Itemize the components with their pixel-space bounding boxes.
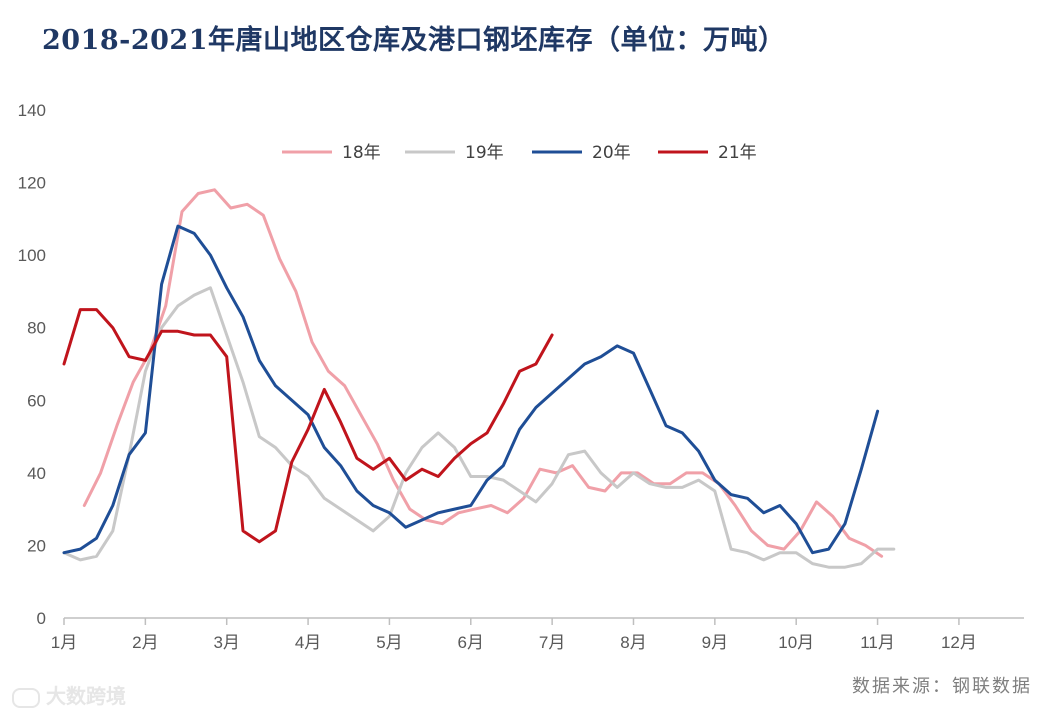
x-tick-label: 1月 — [51, 633, 77, 652]
x-tick-label: 3月 — [213, 633, 239, 652]
legend-label: 18年 — [342, 143, 381, 163]
x-axis: 1月 2月 3月 4月 5月 6月 7月 8月 9月 10月 11月 12月 — [51, 618, 977, 652]
chart-title: 2018-2021年唐山地区仓库及港口钢坯库存（单位：万吨） — [42, 25, 786, 56]
watermark: 大数跨境 — [12, 680, 126, 709]
series-line-2 — [62, 286, 896, 569]
series-line-3 — [62, 224, 880, 555]
x-tick-label: 10月 — [778, 633, 814, 652]
x-tick-label: 11月 — [860, 633, 895, 652]
y-tick-label: 80 — [27, 319, 46, 338]
series-line-1 — [82, 188, 884, 558]
legend-label: 21年 — [718, 143, 757, 163]
y-tick-label: 20 — [27, 536, 46, 555]
series-line-4 — [62, 308, 554, 544]
x-tick-label: 7月 — [539, 633, 565, 652]
x-tick-label: 9月 — [702, 633, 728, 652]
x-tick-label: 8月 — [620, 633, 646, 652]
legend-label: 19年 — [465, 143, 504, 163]
watermark-text: 大数跨境 — [46, 684, 126, 708]
x-tick-label: 6月 — [458, 633, 484, 652]
data-source: 数据来源：钢联数据 — [852, 676, 1032, 697]
y-tick-label: 60 — [27, 391, 46, 410]
legend: 18年 19年 20年 21年 — [282, 143, 757, 163]
y-tick-label: 120 — [18, 174, 46, 193]
legend-label: 20年 — [592, 143, 631, 163]
series-lines — [62, 188, 896, 569]
y-tick-label: 0 — [37, 609, 46, 628]
y-tick-label: 100 — [18, 246, 46, 265]
y-axis: 0 20 40 60 80 100 120 140 — [18, 101, 46, 628]
x-tick-label: 5月 — [376, 633, 402, 652]
x-tick-label: 12月 — [941, 633, 977, 652]
x-tick-label: 2月 — [132, 633, 158, 652]
y-tick-label: 40 — [27, 464, 46, 483]
x-tick-label: 4月 — [295, 633, 321, 652]
watermark-icon — [12, 687, 40, 708]
y-tick-label: 140 — [18, 101, 46, 120]
